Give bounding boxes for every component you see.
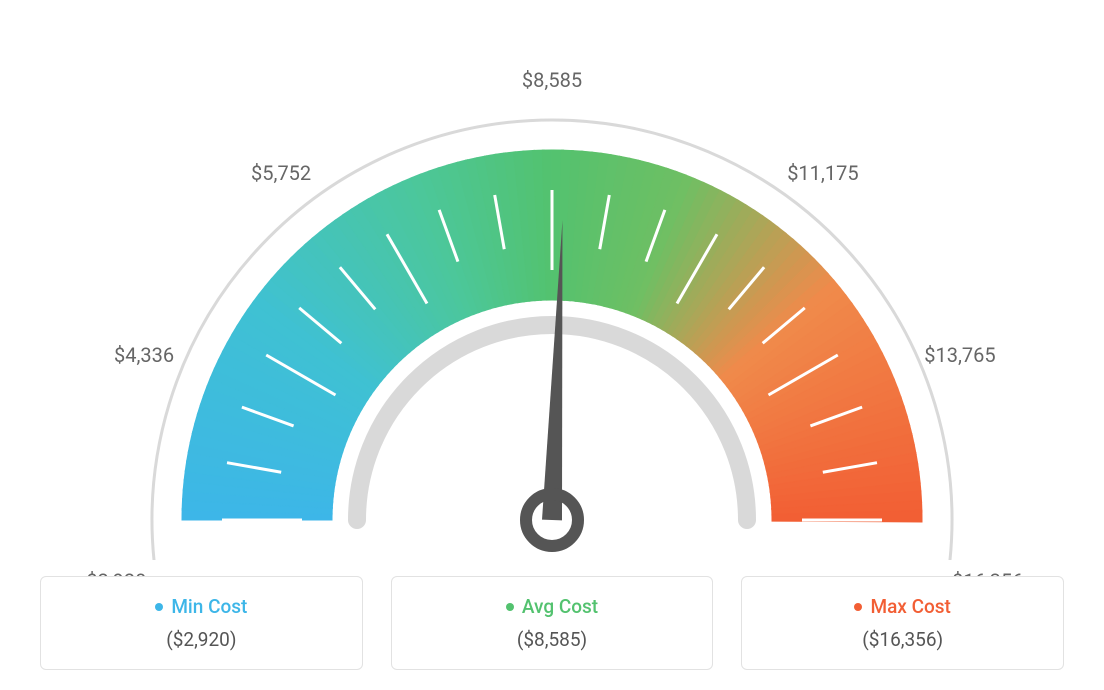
gauge-tick-label: $11,175 xyxy=(787,161,858,185)
legend-title: Min Cost xyxy=(155,595,247,618)
gauge-tick-label: $8,585 xyxy=(522,68,582,92)
legend-dot-icon xyxy=(854,603,862,611)
legend-card-avg: Avg Cost ($8,585) xyxy=(391,576,714,670)
legend-title-text: Max Cost xyxy=(870,595,950,618)
gauge-tick-label: $5,752 xyxy=(251,161,311,185)
legend-title-text: Min Cost xyxy=(171,595,247,618)
legend-value: ($2,920) xyxy=(61,628,342,651)
legend-dot-icon xyxy=(155,603,163,611)
gauge-tick-label: $4,336 xyxy=(114,343,174,367)
legend-title: Max Cost xyxy=(854,595,950,618)
legend-value: ($8,585) xyxy=(412,628,693,651)
legend-title-text: Avg Cost xyxy=(522,595,598,618)
gauge-tick-label: $13,765 xyxy=(924,343,995,367)
gauge-chart: $2,920$4,336$5,752$8,585$11,175$13,765$1… xyxy=(0,0,1104,560)
legend-value: ($16,356) xyxy=(762,628,1043,651)
legend-row: Min Cost ($2,920) Avg Cost ($8,585) Max Cost… xyxy=(0,576,1104,670)
legend-title: Avg Cost xyxy=(506,595,598,618)
legend-dot-icon xyxy=(506,603,514,611)
legend-card-min: Min Cost ($2,920) xyxy=(40,576,363,670)
legend-card-max: Max Cost ($16,356) xyxy=(741,576,1064,670)
